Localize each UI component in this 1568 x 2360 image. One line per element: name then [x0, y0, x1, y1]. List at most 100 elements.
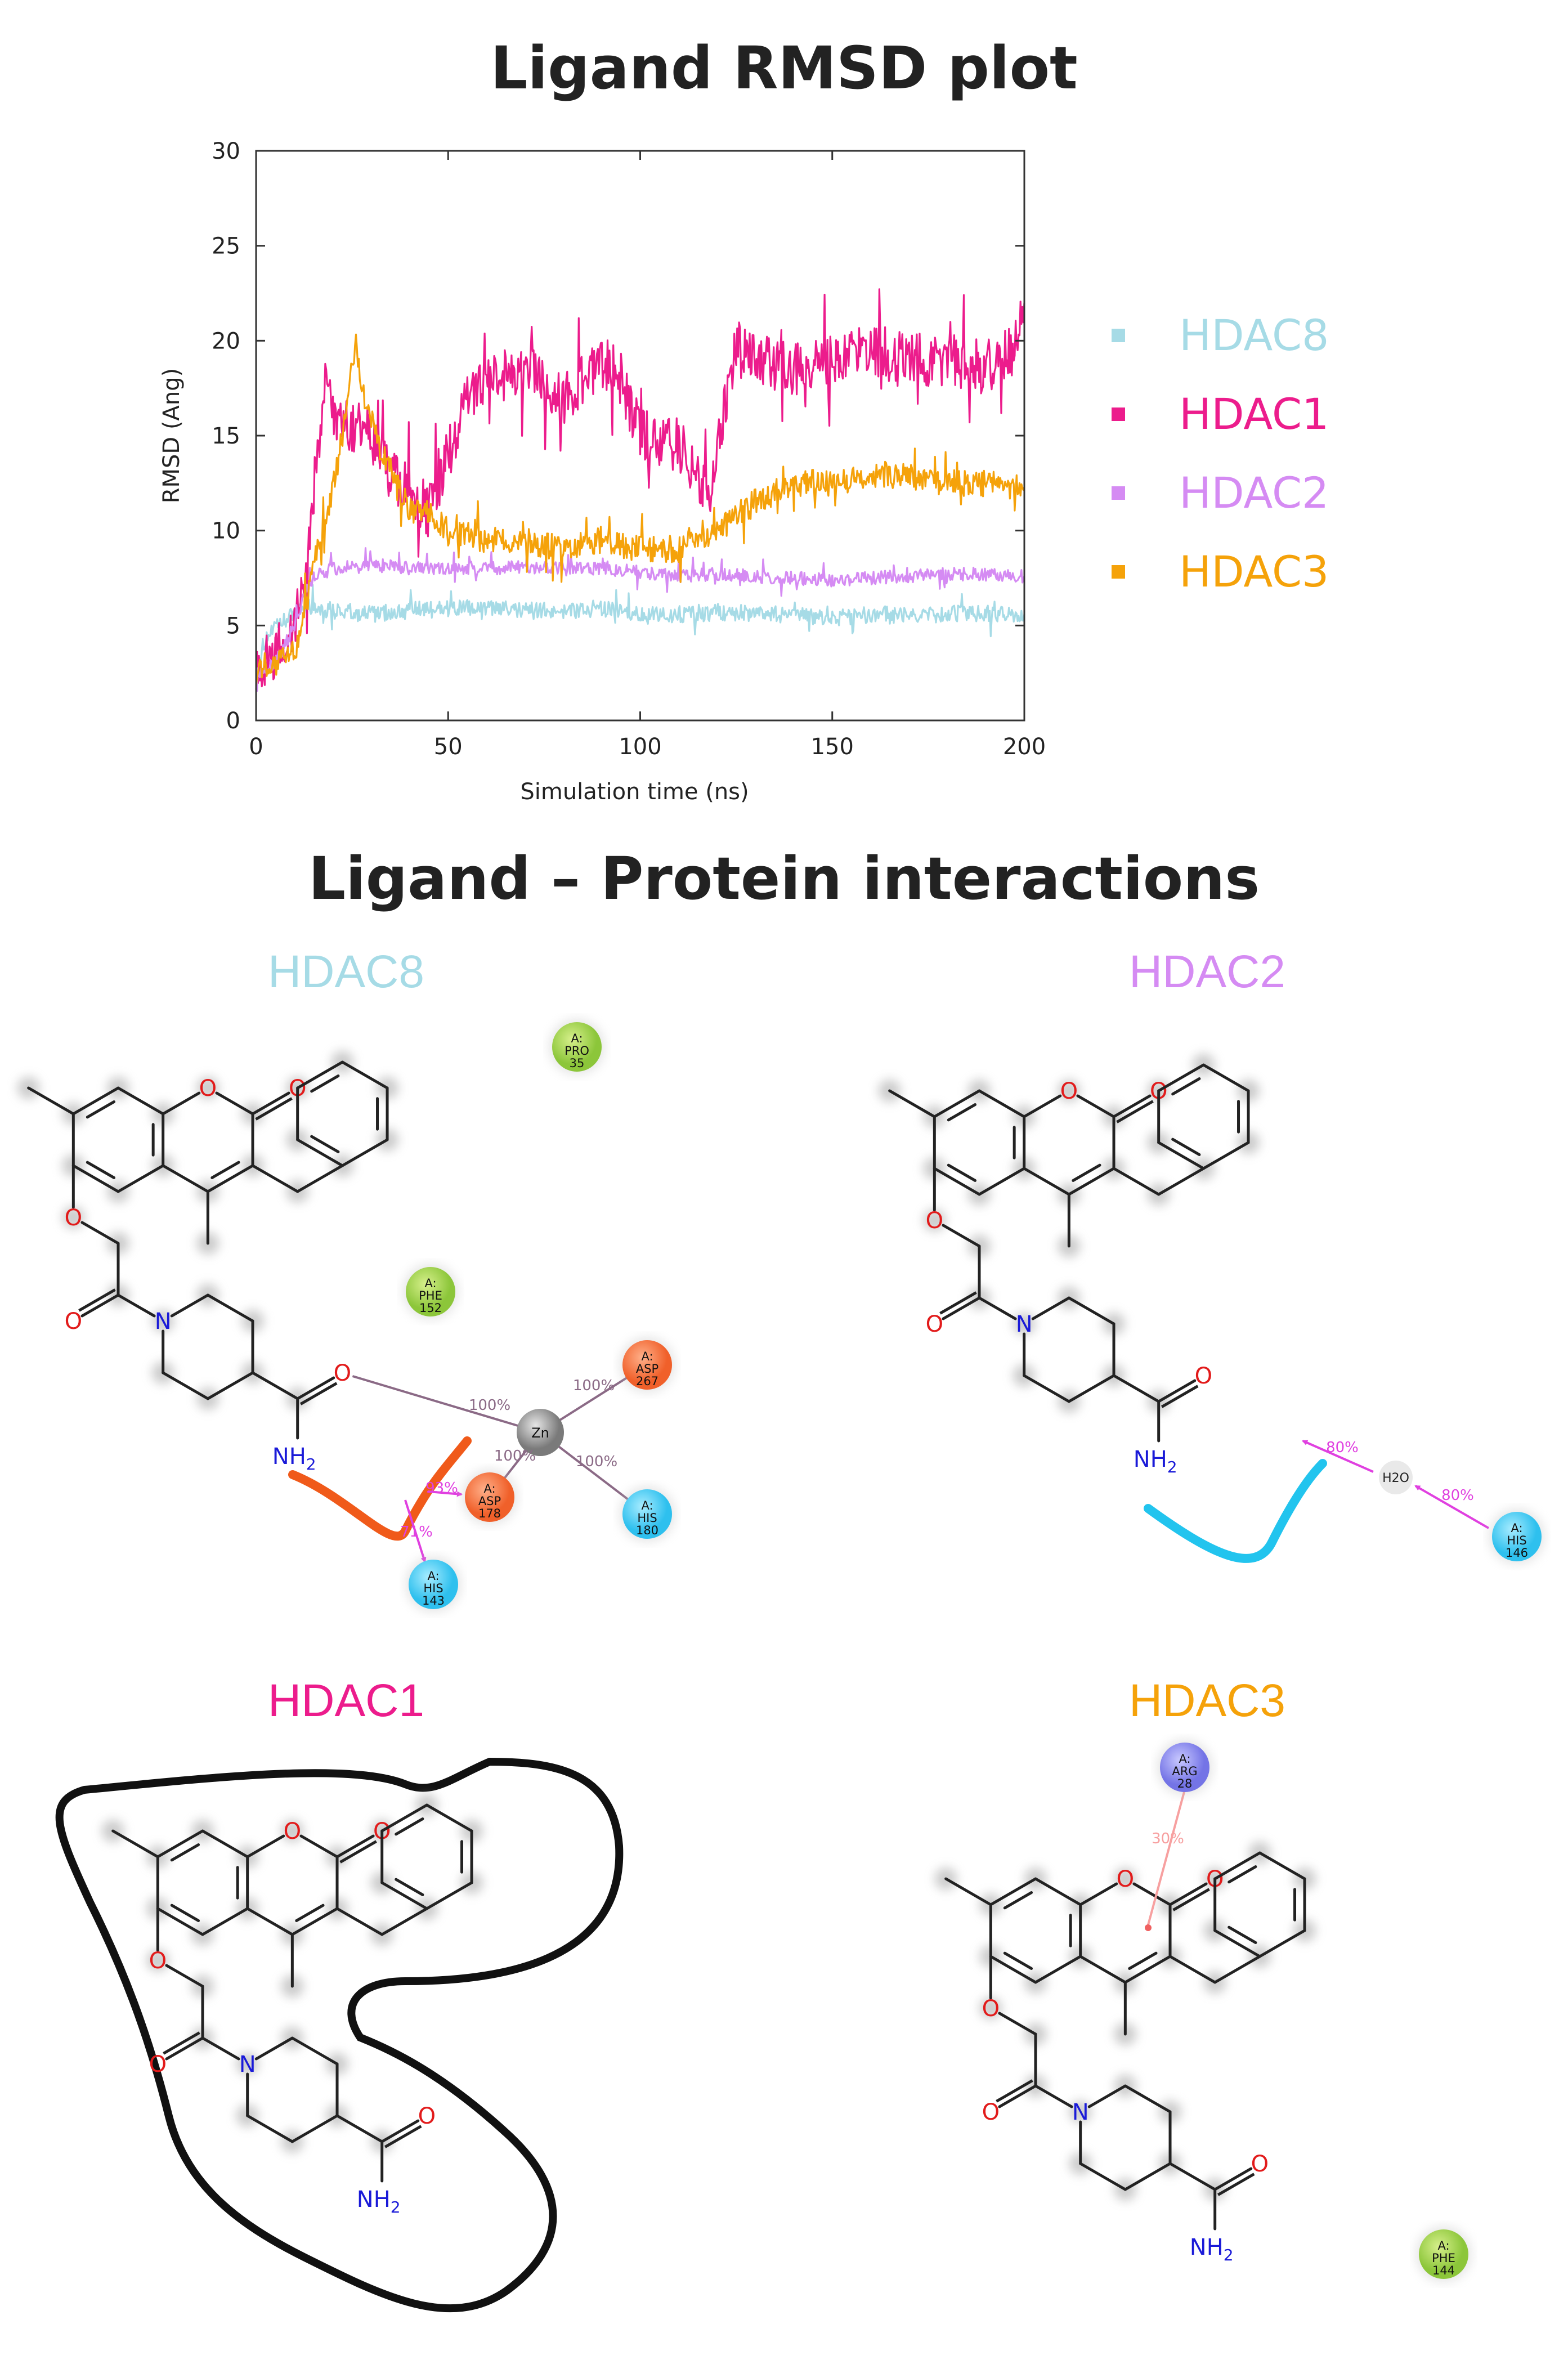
legend-label-hdac2: HDAC2	[1179, 468, 1329, 518]
zinc-label: Zn	[531, 1425, 549, 1441]
panel-title-hdac1: HDAC1	[268, 1675, 424, 1726]
legend-label-hdac1: HDAC1	[1179, 389, 1329, 439]
x-tick-label: 200	[1003, 734, 1046, 760]
y-tick-label: 5	[226, 613, 240, 639]
carboxamide-bond	[1168, 2162, 1217, 2191]
y-tick-label: 0	[226, 708, 240, 734]
halo-dot	[146, 1949, 169, 1972]
ring-oxygen-atom: O	[1117, 1866, 1134, 1892]
metal-coordination-line	[352, 1375, 541, 1434]
phenyl-bond	[1213, 1851, 1261, 1880]
ring-oxygen-atom: O	[284, 1819, 301, 1844]
methyl-bond	[27, 1086, 75, 1116]
residue-asp178	[465, 1472, 514, 1522]
panel-title-hdac2: HDAC2	[1129, 946, 1285, 997]
amine-nh2-atom: NH2	[272, 1444, 316, 1474]
benzyl-bond	[1112, 1167, 1161, 1196]
piperidine-bond	[1087, 2084, 1127, 2108]
x-tick-label: 0	[249, 734, 263, 760]
carboxamide-oxygen-atom: O	[1195, 1363, 1212, 1389]
panel-hdac8: OOOONONH2A:PRO35A:PHE152ZnA:ASP267A:ASP1…	[17, 1019, 675, 1613]
pct-label: 100%	[494, 1448, 536, 1465]
piperidine-bond	[162, 1371, 209, 1400]
residue-phe144-label: A: PHE 144	[1432, 2239, 1455, 2277]
halo-dot	[1013, 1313, 1036, 1335]
pct-label: 30%	[1152, 1830, 1184, 1847]
ether-bond	[165, 1964, 204, 1988]
legend: HDAC8 HDAC1 HDAC2 HDAC3	[1112, 310, 1329, 597]
residue-pro35-label: A: PRO 35	[565, 1032, 589, 1070]
amide-oxygen-atom: O	[65, 1309, 82, 1335]
benzyl-bond	[1168, 1955, 1217, 1984]
pct-label: 71%	[400, 1524, 433, 1541]
amide-n-bond	[1034, 2084, 1073, 2108]
phenyl-bond	[425, 1803, 473, 1833]
ether-oxygen-atom: O	[65, 1205, 82, 1231]
ring-bond	[246, 1907, 294, 1936]
residue-arg28	[1160, 1743, 1209, 1792]
piperidine-bond	[170, 1293, 209, 1318]
ether-oxygen-atom: O	[982, 1996, 1000, 2022]
carboxamide-double-bond	[384, 2125, 422, 2148]
residue-his143	[409, 1560, 458, 1609]
binding-pocket-outline	[55, 1757, 624, 2313]
ring-bond	[290, 1907, 339, 1936]
residue-asp267	[622, 1340, 672, 1390]
ring-bond	[246, 1834, 285, 1859]
ring-centroid	[1145, 1924, 1152, 1931]
pct-label: 100%	[576, 1453, 617, 1470]
halo-dot	[1114, 1868, 1137, 1890]
axes: 0 5 10 15 20 25 30 0 50 100 150 200 Simulation time …	[159, 138, 1046, 805]
benzyl-bond	[251, 1164, 299, 1193]
ether-bond	[998, 2012, 1037, 2036]
pi-cation-line	[1147, 1789, 1186, 1925]
legend-swatch-hdac1	[1112, 407, 1125, 421]
carbonyl-double-bond	[255, 1097, 293, 1121]
piperidine-bond	[1023, 1374, 1070, 1403]
residue-asp267-label: A: ASP 267	[636, 1350, 658, 1388]
page-title: Ligand RMSD plot	[490, 34, 1078, 102]
ring-bond	[978, 1167, 1026, 1196]
ring-bond	[1132, 1882, 1172, 1906]
panel-hdac1: OOOONONH2	[55, 1757, 624, 2313]
double-bond	[1171, 1138, 1201, 1156]
residue-arg28-label: A: ARG 28	[1172, 1752, 1197, 1790]
ring-bond	[215, 1091, 254, 1116]
backbone-ribbon	[288, 1436, 472, 1541]
residue-his146	[1492, 1512, 1542, 1561]
ring-bond	[156, 1829, 204, 1859]
page-subtitle: Ligand – Protein interactions	[308, 844, 1260, 913]
carbonyl-double-bond	[339, 1840, 377, 1864]
amide-oxygen-atom: O	[149, 2052, 167, 2077]
ring-bond	[162, 1164, 209, 1193]
piperidine-nitrogen-atom: N	[1016, 1311, 1033, 1337]
ring-bond	[1034, 1955, 1082, 1984]
ring-bond	[1076, 1094, 1115, 1118]
phenyl-bond	[1258, 1851, 1306, 1880]
ring-oxygen-atom: O	[199, 1076, 217, 1101]
ring-bond	[156, 1907, 204, 1936]
carboxamide-double-bond	[299, 1382, 338, 1405]
carboxamide-bond	[1112, 1374, 1161, 1403]
phenyl-bond	[341, 1138, 389, 1167]
phenyl-bond	[341, 1060, 389, 1090]
piperidine-bond	[290, 2036, 339, 2066]
legend-swatch-hdac8	[1112, 329, 1125, 342]
halo-dot	[923, 1209, 946, 1232]
hbond-arrow	[1302, 1440, 1374, 1473]
benzyl-bond	[335, 1907, 384, 1936]
double-bond	[1227, 1925, 1257, 1944]
backbone-ribbon	[1144, 1459, 1327, 1563]
carboxamide-bond	[335, 2114, 384, 2143]
methyl-bond	[888, 1089, 936, 1118]
carbonyl-double-bond	[1172, 1888, 1210, 1911]
amide-carbonyl-bond	[165, 2036, 204, 2061]
carbonyl-double-bond	[1116, 1100, 1154, 1123]
amide-n-bond	[117, 1293, 156, 1318]
ring-bond	[1023, 1167, 1070, 1196]
pct-label: 93%	[425, 1480, 458, 1497]
pct-label: 80%	[1441, 1487, 1474, 1504]
